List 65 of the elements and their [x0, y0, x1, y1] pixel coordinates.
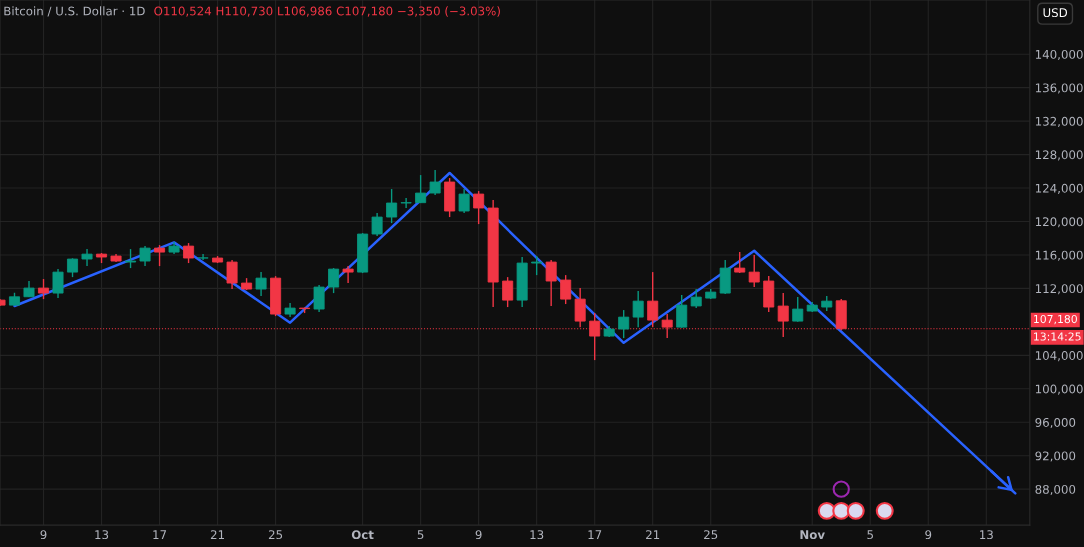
- candlestick: [183, 242, 195, 264]
- candlestick: [313, 284, 325, 313]
- candlestick: [52, 268, 64, 299]
- y-tick-label: 136,000: [1035, 83, 1083, 94]
- x-tick-label: 5: [867, 530, 873, 540]
- candlestick: [792, 296, 804, 323]
- candlestick: [632, 290, 644, 328]
- candlestick: [328, 267, 340, 294]
- candlestick: [473, 190, 485, 225]
- candlestick: [154, 244, 166, 267]
- y-tick-label: 128,000: [1035, 150, 1083, 161]
- x-tick-label: Nov: [800, 530, 825, 540]
- candlestick: [531, 255, 543, 276]
- candlestick: [38, 278, 50, 300]
- y-tick-label: 88,000: [1035, 484, 1076, 496]
- candlestick: [125, 248, 137, 269]
- x-tick-label: 13: [980, 530, 993, 540]
- y-tick-label: 120,000: [1035, 217, 1083, 228]
- candlestick: [255, 271, 267, 297]
- text: USD: [1043, 8, 1068, 18]
- x-tick-label: 21: [646, 530, 660, 539]
- x-tick-label: 25: [704, 530, 718, 540]
- y-tick-label: 124,000: [1035, 183, 1083, 194]
- y-tick-label: 116,000: [1035, 250, 1083, 261]
- chart-subtitle: O110,524 H110,730 L106,986 C107,180 −3,350 (−3.03%): [154, 6, 500, 17]
- ref-line-label: 107,180: [1034, 314, 1077, 325]
- x-tick-label: 9: [925, 530, 932, 540]
- x-tick-label: 9: [40, 530, 47, 540]
- x-tick-label: 5: [417, 530, 424, 540]
- y-tick-label: 100,000: [1035, 384, 1083, 395]
- candlestick: [197, 253, 209, 261]
- candlestick: [415, 174, 427, 204]
- x-tick-label: Oct: [351, 530, 374, 540]
- x-tick-label: 21: [210, 530, 224, 539]
- candlestick: [560, 274, 572, 305]
- y-tick-label: 132,000: [1035, 116, 1083, 127]
- y-tick-label: 140,000: [1035, 49, 1083, 61]
- candlestick: [386, 188, 398, 224]
- x-tick-label: 13: [95, 530, 109, 540]
- x-tick-label: 17: [153, 530, 167, 539]
- y-tick-label: 92,000: [1035, 451, 1076, 462]
- candlestick: [226, 259, 238, 290]
- x-tick-label: 9: [475, 530, 482, 540]
- candlestick: [647, 271, 659, 328]
- y-tick-label: 96,000: [1035, 417, 1076, 429]
- candlestick: [458, 188, 470, 214]
- x-tick-label: 25: [268, 530, 283, 540]
- x-tick-label: 13: [530, 530, 544, 540]
- candlestick: [371, 212, 383, 237]
- y-tick-label: 104,000: [1035, 351, 1083, 362]
- candlestick: [342, 265, 354, 284]
- candlestick: [676, 294, 688, 329]
- text: 13:14:25: [1034, 332, 1081, 341]
- candlestick: [545, 259, 557, 307]
- y-tick-label: 112,000: [1035, 284, 1083, 295]
- candlestick: [502, 276, 514, 308]
- candlestick: [429, 169, 441, 196]
- x-tick-label: 17: [588, 530, 602, 539]
- candlestick: [690, 288, 702, 309]
- candlestick: [618, 309, 630, 339]
- candlestick: [400, 197, 412, 209]
- chart-title: Bitcoin / U.S. Dollar · 1D: [4, 6, 145, 17]
- candlestick: [139, 245, 151, 267]
- candlestick: [748, 254, 760, 288]
- candlestick: [67, 257, 79, 278]
